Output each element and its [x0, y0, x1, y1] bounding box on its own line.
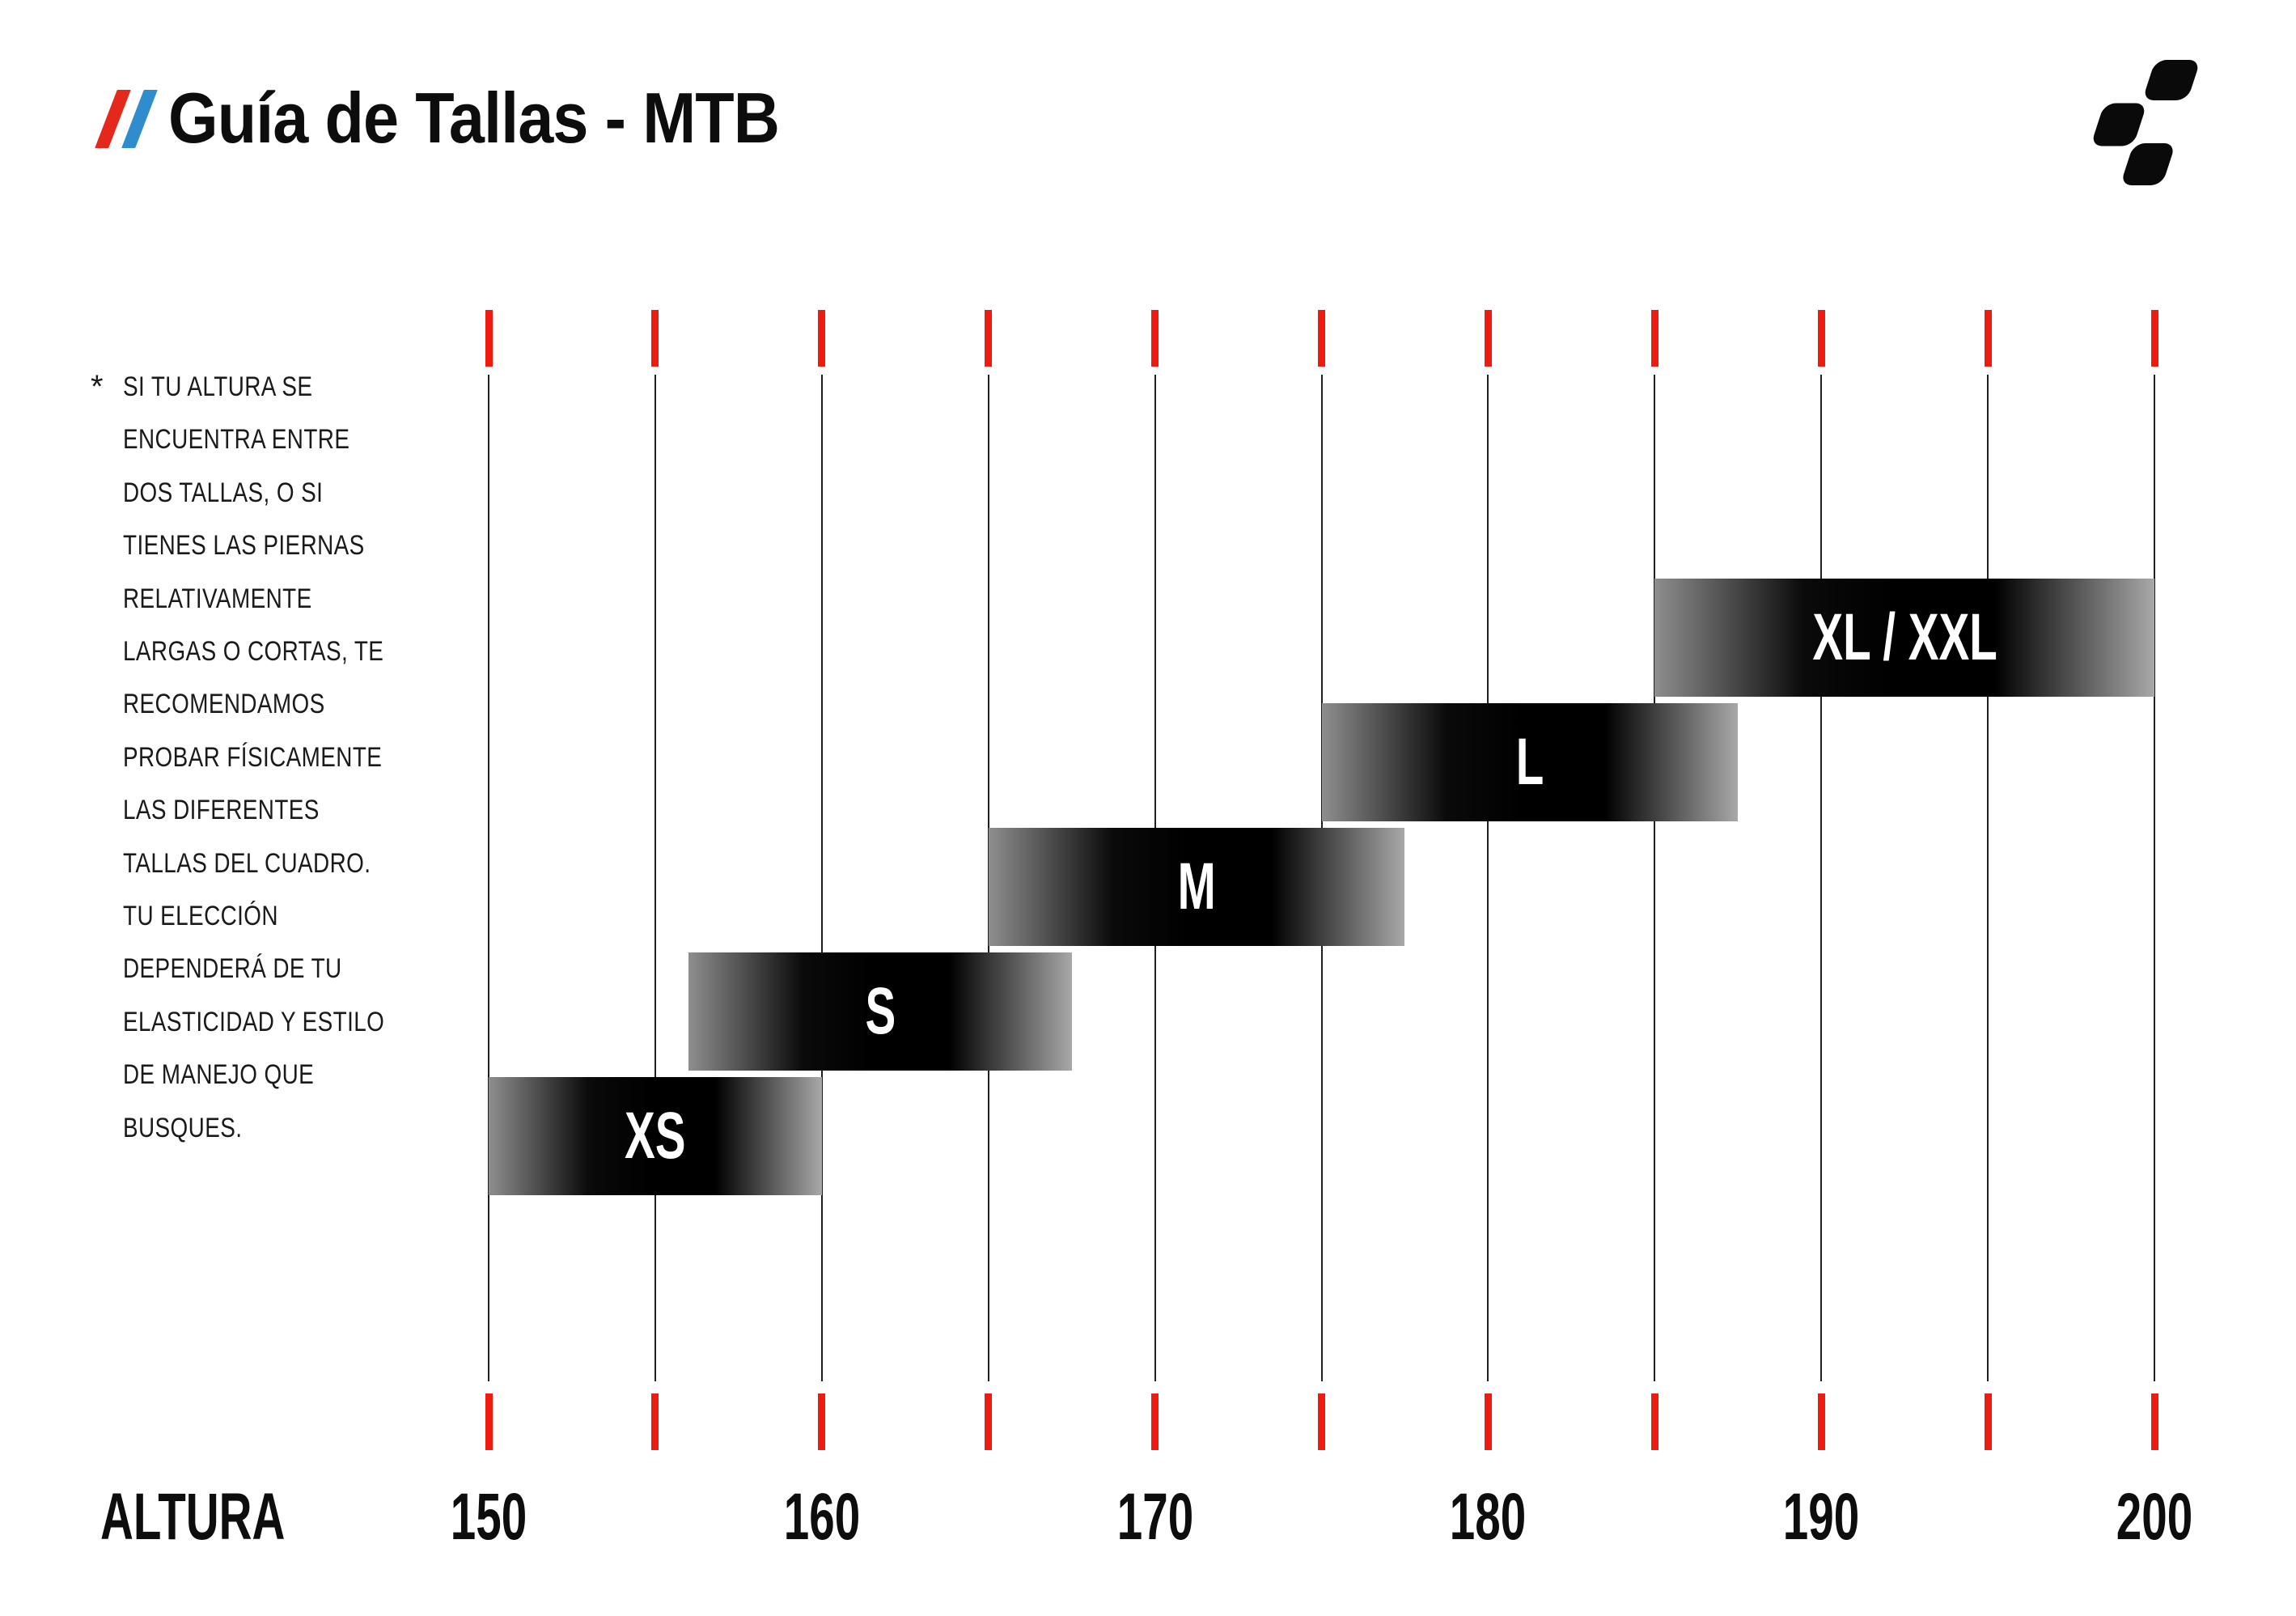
axis-tick-top	[985, 310, 993, 367]
axis-tick-top	[2150, 310, 2158, 367]
grid-line	[654, 375, 656, 1381]
x-axis-tick-label: 190	[1782, 1480, 1860, 1554]
size-bar: M	[988, 828, 1405, 946]
note-line: RECOMENDAMOS	[123, 689, 325, 720]
note-line: BUSQUES.	[123, 1112, 243, 1143]
note-line: PROBAR FÍSICAMENTE	[123, 741, 383, 773]
axis-tick-bottom	[818, 1393, 826, 1450]
grid-line	[1654, 375, 1656, 1381]
grid-line	[2154, 375, 2155, 1381]
cube-logo-icon	[2091, 58, 2213, 192]
size-bar-label: S	[864, 974, 896, 1048]
axis-tick-bottom	[1984, 1393, 1992, 1450]
note-line: LAS DIFERENTES	[123, 795, 320, 826]
note-line: RELATIVAMENTE	[123, 583, 312, 614]
note-line: ENCUENTRA ENTRE	[123, 424, 350, 456]
grid-line	[1820, 375, 1823, 1381]
size-bar: XS	[489, 1077, 822, 1195]
axis-tick-bottom	[1318, 1393, 1325, 1450]
axis-tick-top	[1984, 310, 1992, 367]
note-line: DEPENDERÁ DE TU	[123, 953, 342, 985]
axis-tick-bottom	[485, 1393, 493, 1450]
axis-tick-bottom	[1151, 1393, 1159, 1450]
axis-tick-top	[1817, 310, 1825, 367]
x-axis-tick-label: 150	[450, 1480, 527, 1554]
size-bar-label: XS	[625, 1099, 686, 1173]
grid-line	[488, 375, 489, 1381]
size-bar: L	[1321, 703, 1739, 821]
grid-line	[1487, 375, 1489, 1381]
size-bar-label: L	[1515, 725, 1544, 799]
axis-tick-bottom	[2150, 1393, 2158, 1450]
x-axis-tick-label: 170	[1116, 1480, 1193, 1554]
footnote: * SI TU ALTURA SE ENCUENTRA ENTRE DOS TALL…	[91, 361, 384, 1155]
note-line: TIENES LAS PIERNAS	[123, 530, 365, 562]
x-axis-tick-label: 180	[1450, 1480, 1527, 1554]
axis-tick-top	[1484, 310, 1492, 367]
axis-tick-top	[1650, 310, 1658, 367]
x-axis-tick-label: 200	[2116, 1480, 2193, 1554]
grid-line	[1987, 375, 1989, 1381]
grid-line	[820, 375, 823, 1381]
note-line: TALLAS DEL CUADRO.	[123, 847, 371, 879]
footnote-asterisk: *	[91, 369, 104, 405]
note-line: LARGAS O CORTAS, TE	[123, 636, 384, 668]
note-line: DE MANEJO QUE	[123, 1059, 315, 1091]
size-bar-label: XL / XXL	[1811, 600, 1997, 674]
size-bar: XL / XXL	[1654, 579, 2154, 697]
axis-tick-top	[651, 310, 659, 367]
axis-tick-top	[485, 310, 493, 367]
x-axis-title: ALTURA	[100, 1480, 286, 1554]
footnote-text: SI TU ALTURA SE ENCUENTRA ENTRE DOS TALLAS…	[123, 361, 442, 1155]
note-line: TU ELECCIÓN	[123, 901, 278, 932]
size-bar-label: M	[1177, 850, 1216, 923]
page-title: Guía de Tallas - MTB	[168, 78, 780, 158]
axis-tick-top	[1151, 310, 1159, 367]
note-line: DOS TALLAS, O SI	[123, 477, 324, 508]
axis-tick-bottom	[985, 1393, 993, 1450]
note-line: SI TU ALTURA SE	[123, 371, 313, 402]
size-bar: S	[688, 952, 1072, 1071]
note-line: ELASTICIDAD Y ESTILO	[123, 1006, 385, 1037]
axis-tick-bottom	[1650, 1393, 1658, 1450]
x-axis-tick-label: 160	[783, 1480, 860, 1554]
axis-tick-bottom	[651, 1393, 659, 1450]
axis-tick-bottom	[1484, 1393, 1492, 1450]
axis-tick-bottom	[1817, 1393, 1825, 1450]
axis-tick-top	[818, 310, 826, 367]
axis-tick-top	[1318, 310, 1325, 367]
